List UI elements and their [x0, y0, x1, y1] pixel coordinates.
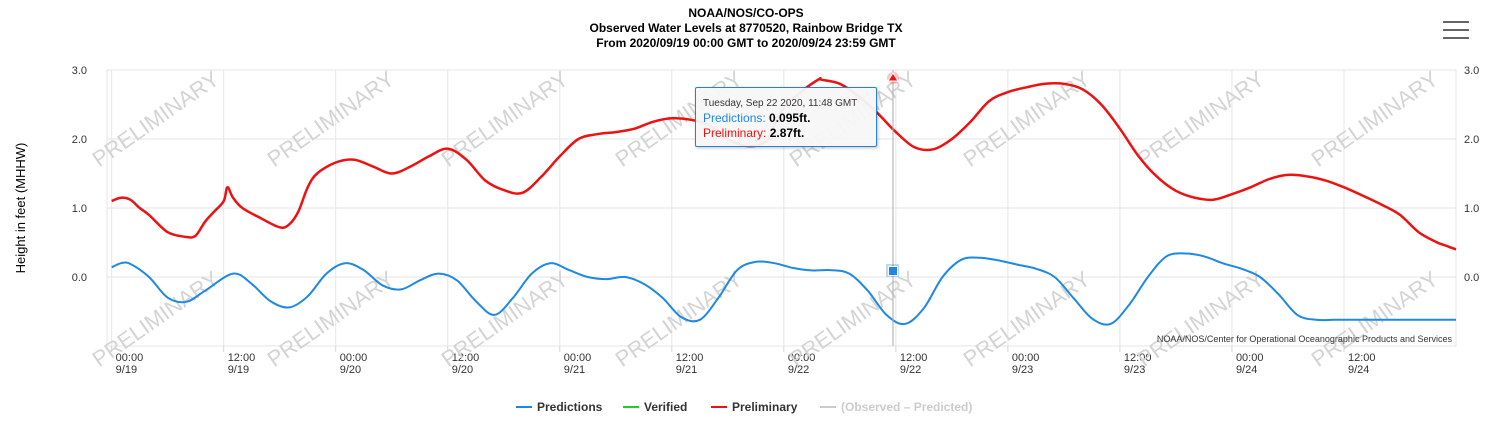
hamburger-menu-icon[interactable] — [1440, 16, 1472, 44]
legend-label-preliminary: Preliminary — [732, 400, 798, 414]
x-tick-date: 9/23 — [1124, 364, 1145, 376]
tooltip-preliminary-label: Preliminary: — [703, 126, 767, 140]
y-tick-label: 2.0 — [72, 134, 87, 146]
x-tick-time: 12:00 — [900, 352, 928, 364]
chart-title: NOAA/NOS/CO-OPS — [688, 6, 803, 20]
y-tick-label: 1.0 — [72, 203, 87, 215]
y-tick-label-right: 0.0 — [1464, 272, 1479, 284]
menu-bar — [1443, 29, 1469, 31]
y-tick-label-right: 1.0 — [1464, 203, 1479, 215]
x-tick-time: 00:00 — [116, 352, 144, 364]
x-tick-date: 9/20 — [340, 364, 361, 376]
x-tick-date: 9/20 — [452, 364, 473, 376]
legend-item-predictions[interactable]: Predictions — [516, 400, 603, 414]
x-tick-date: 9/22 — [788, 364, 809, 376]
grid — [106, 69, 1457, 347]
menu-bar — [1443, 37, 1469, 39]
x-tick-date: 9/24 — [1236, 364, 1257, 376]
chart-subtitle: Observed Water Levels at 8770520, Rainbo… — [589, 21, 902, 35]
x-tick-time: 00:00 — [1012, 352, 1040, 364]
legend-item-preliminary[interactable]: Preliminary — [711, 400, 798, 414]
x-axis: 00:009/1912:009/1900:009/2012:009/2000:0… — [111, 346, 1376, 376]
watermark-text: PRELIMINARY — [1133, 66, 1269, 172]
x-tick-time: 12:00 — [452, 352, 480, 364]
tooltip-preliminary-row: Preliminary: 2.87ft. — [703, 126, 804, 140]
y-axis-left: 3.0 2.0 1.0 0.0 — [72, 65, 87, 284]
y-tick-label: 3.0 — [72, 65, 87, 77]
watermark-text: PRELIMINARY — [959, 66, 1095, 172]
x-tick-time: 00:00 — [788, 352, 816, 364]
y-tick-label-right: 3.0 — [1464, 65, 1479, 77]
x-tick-date: 9/21 — [676, 364, 697, 376]
legend: Predictions Verified Preliminary (Observ… — [516, 400, 972, 414]
y-tick-label-right: 2.0 — [1464, 134, 1479, 146]
watermark-text: PRELIMINARY — [88, 66, 224, 172]
y-axis-right: 3.0 2.0 1.0 0.0 — [1464, 65, 1479, 284]
series-line-predictions[interactable] — [111, 252, 1456, 326]
legend-label-predictions: Predictions — [537, 400, 603, 414]
credit-text: NOAA/NOS/Center for Operational Oceanogr… — [1157, 334, 1453, 344]
watermark-text: PRELIMINARY — [88, 266, 224, 372]
x-tick-date: 9/19 — [116, 364, 137, 376]
legend-label-verified: Verified — [644, 400, 687, 414]
x-tick-time: 00:00 — [340, 352, 368, 364]
x-tick-time: 12:00 — [1348, 352, 1376, 364]
legend-item-observed-minus-predicted[interactable]: (Observed – Predicted) — [820, 400, 972, 414]
x-tick-time: 12:00 — [676, 352, 704, 364]
legend-item-verified[interactable]: Verified — [623, 400, 687, 414]
tooltip-preliminary-value: 2.87ft. — [769, 126, 805, 140]
y-axis-label: Height in feet (MHHW) — [13, 143, 28, 274]
x-tick-date: 9/19 — [228, 364, 249, 376]
y-tick-label: 0.0 — [72, 272, 87, 284]
watermark-text: PRELIMINARY — [437, 66, 573, 172]
legend-label-observed-minus-predicted: (Observed – Predicted) — [841, 400, 972, 414]
x-tick-time: 12:00 — [1124, 352, 1152, 364]
x-tick-time: 00:00 — [564, 352, 592, 364]
x-tick-date: 9/22 — [900, 364, 921, 376]
x-tick-date: 9/23 — [1012, 364, 1033, 376]
x-tick-date: 9/24 — [1348, 364, 1369, 376]
tooltip-date: Tuesday, Sep 22 2020, 11:48 GMT — [703, 98, 858, 109]
x-tick-date: 9/21 — [564, 364, 585, 376]
predictions-hover-marker[interactable] — [888, 266, 898, 276]
watermark-text: PRELIMINARY — [437, 266, 573, 372]
menu-bar — [1443, 21, 1469, 23]
tooltip-predictions-label: Predictions: — [703, 111, 766, 125]
preliminary-hover-marker[interactable] — [887, 72, 899, 82]
x-tick-time: 12:00 — [228, 352, 256, 364]
watermark-text: PRELIMINARY — [1307, 66, 1443, 172]
tooltip: Tuesday, Sep 22 2020, 11:48 GMT Predicti… — [695, 87, 877, 147]
watermark-text: PRELIMINARY — [263, 66, 399, 172]
tooltip-predictions-value: 0.095ft. — [769, 111, 811, 125]
tooltip-predictions-row: Predictions: 0.095ft. — [703, 111, 810, 125]
chart-date-range: From 2020/09/19 00:00 GMT to 2020/09/24 … — [596, 36, 896, 50]
x-tick-time: 00:00 — [1236, 352, 1264, 364]
